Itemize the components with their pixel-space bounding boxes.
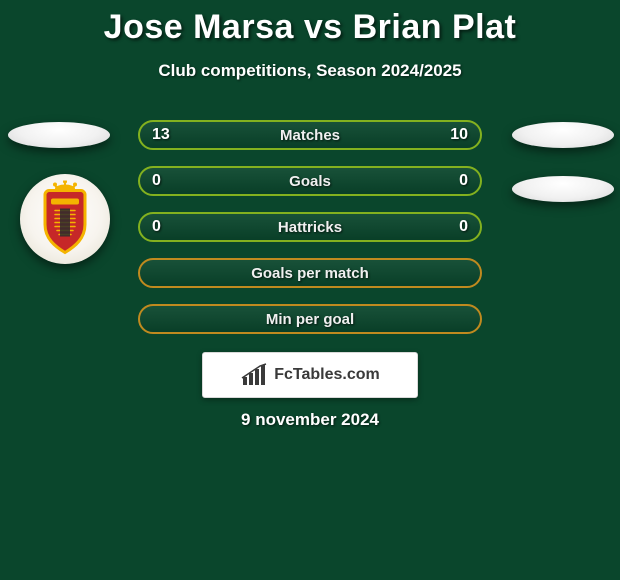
date-text: 9 november 2024 (0, 410, 620, 430)
player-badge-right-placeholder (512, 122, 614, 148)
stat-label: Min per goal (266, 311, 354, 328)
player-badge-left-placeholder (8, 122, 110, 148)
crest-icon (35, 181, 95, 255)
stat-label: Goals per match (251, 265, 369, 282)
stat-label: Goals (289, 173, 331, 190)
club-crest (20, 174, 110, 264)
stat-left-value: 0 (152, 218, 161, 236)
stat-label: Matches (280, 127, 340, 144)
bars-icon (240, 363, 268, 387)
stat-label: Hattricks (278, 219, 342, 236)
stat-row-goals-per-match: Goals per match (138, 258, 482, 288)
brand-text: FcTables.com (274, 366, 380, 384)
brand-box: FcTables.com (202, 352, 418, 398)
stat-row-min-per-goal: Min per goal (138, 304, 482, 334)
stat-row-matches: 13 Matches 10 (138, 120, 482, 150)
stat-right-value: 0 (459, 218, 468, 236)
page-title: Jose Marsa vs Brian Plat (0, 0, 620, 47)
stat-left-value: 13 (152, 126, 170, 144)
stat-row-goals: 0 Goals 0 (138, 166, 482, 196)
player-badge-right-placeholder-2 (512, 176, 614, 202)
stat-right-value: 0 (459, 172, 468, 190)
comparison-infographic: Jose Marsa vs Brian Plat Club competitio… (0, 0, 620, 580)
stat-left-value: 0 (152, 172, 161, 190)
stat-right-value: 10 (450, 126, 468, 144)
page-subtitle: Club competitions, Season 2024/2025 (0, 61, 620, 81)
stat-rows: 13 Matches 10 0 Goals 0 0 Hattricks 0 Go… (138, 120, 482, 350)
stat-row-hattricks: 0 Hattricks 0 (138, 212, 482, 242)
